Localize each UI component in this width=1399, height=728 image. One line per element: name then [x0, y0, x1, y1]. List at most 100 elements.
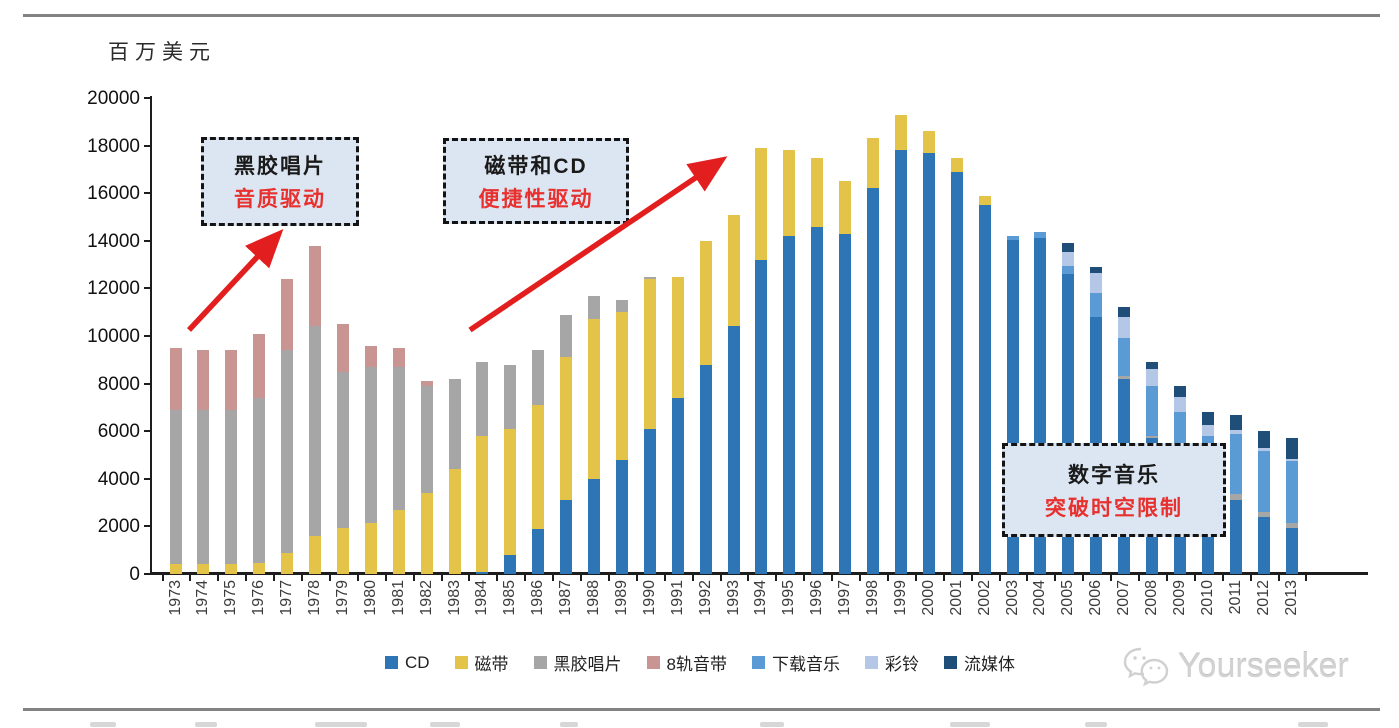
x-axis-year-label: 2010	[1198, 580, 1216, 616]
legend-label: 磁带	[474, 655, 509, 674]
y-axis-tick	[144, 239, 151, 242]
bar-segment-磁带-1979	[336, 527, 349, 574]
bar-segment-CD-1995	[783, 236, 796, 574]
bar-segment-磁带-1991	[671, 276, 684, 398]
x-axis-tick	[1193, 575, 1196, 581]
y-axis-tick	[144, 477, 151, 480]
legend-label: 彩铃	[885, 655, 920, 674]
y-axis-tick	[144, 525, 151, 528]
x-axis-tick	[691, 575, 694, 581]
legend-label: 8轨音带	[666, 655, 728, 674]
bar-segment-CD-2011	[1229, 500, 1242, 574]
y-axis-tick-label: 0	[129, 564, 140, 585]
bar-segment-磁带-1980	[364, 522, 377, 574]
bar-segment-流媒体-2007	[1118, 307, 1131, 317]
x-axis-tick	[998, 575, 1001, 581]
x-axis-tick	[1165, 575, 1168, 581]
y-axis-tick	[144, 97, 151, 99]
legend-swatch	[533, 656, 547, 669]
x-axis-year-label: 1978	[306, 580, 323, 616]
bar-segment-磁带-1986	[532, 405, 545, 529]
x-axis-year-label: 2006	[1087, 580, 1105, 616]
bar-segment-彩铃-2013	[1285, 458, 1298, 461]
bar-segment-8轨音带-1976	[253, 333, 266, 398]
cropped-text-fragment	[315, 722, 367, 727]
bar-segment-CD-1989	[615, 459, 628, 574]
cropped-text-fragment	[90, 722, 116, 727]
x-axis-tick	[412, 575, 415, 581]
bar-segment-CD-1994	[755, 259, 768, 574]
x-axis-tick	[273, 575, 276, 581]
x-axis-tick	[217, 575, 220, 581]
bar-segment-8轨音带-1978	[309, 245, 321, 327]
bar-segment-8轨音带-1980	[364, 345, 377, 367]
x-axis-tick	[328, 575, 331, 581]
legend-swatch	[865, 656, 879, 669]
x-axis-year-label: 1991	[668, 580, 686, 616]
bar-segment-磁带-1978	[309, 535, 321, 574]
bar-segment-彩铃-2005	[1062, 251, 1075, 266]
legend-item-下载音乐: 下载音乐	[752, 650, 840, 675]
y-axis-tick	[144, 287, 151, 290]
legend-item-CD: CD	[384, 653, 430, 673]
y-axis-tick-label: 18000	[87, 135, 140, 157]
bar-segment-流媒体-2011	[1229, 414, 1242, 430]
x-axis-tick	[970, 575, 973, 581]
y-axis-tick	[144, 382, 151, 385]
bar-segment-磁带-1983	[448, 469, 461, 574]
bar-segment-黑胶唱片-1974	[197, 409, 210, 565]
bar-segment-磁带-1996	[811, 157, 824, 227]
x-axis-tick	[803, 575, 806, 581]
x-axis-tick	[580, 575, 583, 581]
x-axis-tick	[161, 575, 164, 581]
x-axis-year-label: 1982	[417, 580, 435, 616]
bar-segment-8轨音带-1977	[281, 278, 294, 351]
bar-segment-下载音乐-2005	[1062, 265, 1075, 275]
x-axis-tick	[496, 575, 499, 581]
bar-segment-8轨音带-1974	[197, 350, 210, 410]
x-axis-year-label: 1979	[333, 580, 351, 616]
y-axis-unit-label: 百万美元	[108, 41, 216, 64]
y-axis-tick	[144, 192, 151, 195]
bar-segment-黑胶唱片-1973	[169, 409, 182, 565]
legend-item-黑胶唱片: 黑胶唱片	[533, 650, 622, 675]
bar-segment-黑胶唱片-1986	[532, 350, 545, 405]
bar-segment-CD-1984	[476, 571, 489, 574]
bar-segment-CD-1991	[671, 397, 684, 574]
bar-segment-黑胶唱片-1981	[392, 366, 405, 510]
bar-segment-8轨音带-1973	[169, 347, 182, 410]
bar-segment-下载音乐-2003	[1006, 236, 1019, 240]
y-axis-tick	[144, 335, 151, 337]
legend-label: 流媒体	[964, 655, 1016, 674]
x-axis-tick	[719, 575, 722, 581]
x-axis-tick	[747, 575, 750, 581]
bar-segment-流媒体-2012	[1257, 431, 1270, 448]
bar-segment-彩铃-2006	[1090, 272, 1103, 294]
x-axis-tick	[384, 575, 387, 581]
legend-item-流媒体: 流媒体	[944, 650, 1015, 675]
bar-segment-彩铃-2012	[1257, 447, 1270, 452]
bar-segment-8轨音带-1981	[392, 347, 405, 367]
bar-segment-下载音乐-2007	[1118, 338, 1131, 377]
bar-segment-磁带-1988	[588, 319, 600, 479]
bar-segment-流媒体-2013	[1285, 438, 1298, 459]
bar-segment-磁带-1989	[615, 312, 628, 460]
bar-segment-CD-1992	[699, 364, 712, 574]
x-axis-tick	[1110, 575, 1113, 581]
bar-segment-磁带-1994	[755, 147, 768, 260]
x-axis-year-label: 1976	[250, 580, 268, 616]
x-axis-year-label: 1996	[808, 580, 826, 616]
bar-segment-CD-1993	[727, 326, 740, 574]
annotation-subtitle: 突破时空限制	[1045, 496, 1183, 520]
bar-segment-黑胶唱片-1982	[420, 385, 433, 494]
bar-segment-CD-1990	[643, 428, 656, 574]
y-axis-tick-label: 8000	[97, 373, 140, 395]
x-axis-year-label: 2005	[1059, 580, 1077, 616]
legend: CD 磁带 黑胶唱片 8轨音带 下载音乐 彩铃 流媒体	[290, 650, 1110, 675]
legend-swatch	[752, 656, 766, 669]
x-axis-tick	[356, 575, 359, 581]
wechat-icon	[1123, 647, 1169, 687]
x-axis-year-label: 2008	[1143, 580, 1160, 616]
x-axis-year-label: 2000	[919, 580, 937, 616]
bar-segment-磁带-1990	[643, 278, 656, 429]
